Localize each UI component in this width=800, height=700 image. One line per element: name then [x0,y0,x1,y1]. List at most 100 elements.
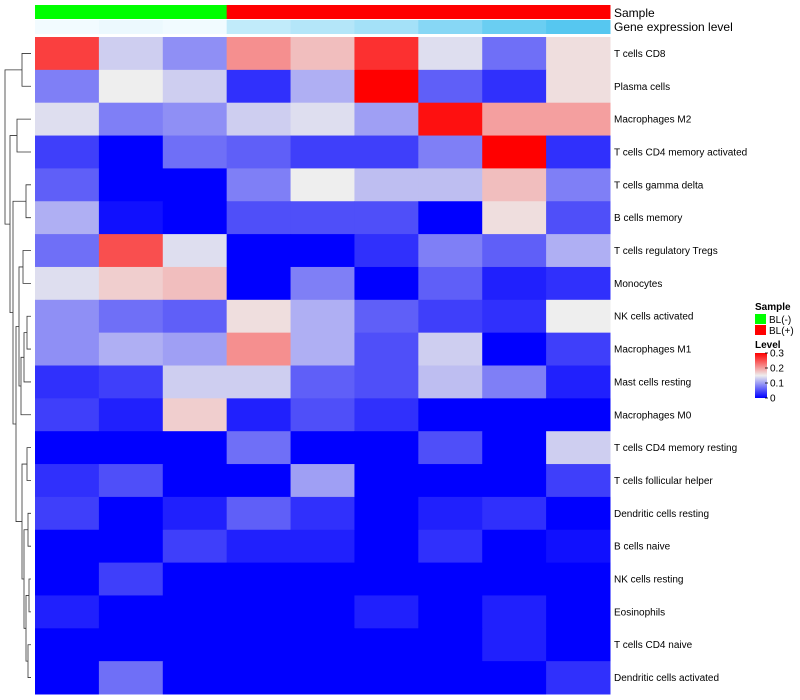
heatmap-cell [290,365,355,399]
row-label: T cells CD4 naive [614,640,693,651]
heatmap-cell [35,496,100,531]
heatmap-cell [162,628,228,662]
row-label: T cells CD4 memory activated [614,147,747,158]
gene-expression-level-cell [98,20,164,34]
heatmap-cell [98,628,164,662]
heatmap-cell [35,365,100,399]
sample-legend-swatch [755,325,766,335]
dendrogram-branch [22,250,31,284]
row-label: T cells gamma delta [614,180,704,191]
heatmap-cell [482,398,547,432]
heatmap-cell [546,464,611,498]
heatmap-cell [482,365,547,399]
dendrogram-branch [20,356,31,416]
heatmap-cell [418,266,483,301]
heatmap-cell [162,266,228,301]
sample-legend-label: BL(-) [769,315,791,326]
row-label: NK cells activated [614,312,693,323]
gene-expression-level-cell [35,20,100,34]
heatmap-cell [546,332,611,366]
sample-cell [418,5,483,19]
heatmap-cell [162,135,228,169]
heatmap-cell [290,562,355,596]
heatmap-cell [226,431,292,465]
heatmap-cell [98,365,164,399]
heatmap-cells [35,37,611,695]
sample-annotation-bar [35,5,611,19]
heatmap-cell [546,266,611,301]
heatmap-cell [354,496,419,531]
heatmap-cell [290,496,355,531]
heatmap-cell [162,37,228,71]
row-label: Mast cells resting [614,377,691,388]
level-legend: Level 0 0.1 0.2 0.3 [755,340,784,405]
heatmap-cell [35,299,100,334]
heatmap-cell [290,135,355,169]
sample-legend-title: Sample [755,302,791,313]
sample-annotation-label: Sample [614,6,655,20]
heatmap-cell [162,234,228,268]
sample-cell [98,5,164,19]
level-legend-tick-label: 0.1 [770,379,784,390]
heatmap-cell [482,562,547,596]
heatmap-cell [98,201,164,235]
dendrogram-branch [25,595,29,662]
sample-cell [35,5,100,19]
gene-expression-level-cell [354,20,419,34]
dendrogram-branch [27,512,31,547]
row-label: B cells memory [614,213,682,224]
heatmap-cell [35,464,100,498]
heatmap-cell [418,562,483,596]
heatmap-cell [35,69,100,104]
sample-cell [354,5,419,19]
heatmap-cell [226,661,292,695]
heatmap-cell [98,661,164,695]
dendrogram-branch [16,118,31,153]
heatmap-cell [418,201,483,235]
heatmap-cell [354,168,419,202]
heatmap-cell [418,135,483,169]
heatmap-cell [35,37,100,71]
dendrogram-branch [23,332,31,383]
heatmap-cell [354,595,419,629]
heatmap-cell [482,628,547,662]
dendrogram-branch [21,463,27,580]
heatmap-cell [546,299,611,334]
dendrogram-branch [27,644,31,678]
heatmap-cell [546,135,611,169]
heatmap-cell [546,398,611,432]
row-label: Macrophages M2 [614,115,692,126]
heatmap-cell [354,332,419,366]
heatmap-cell [290,332,355,366]
heatmap-cell [546,201,611,235]
gene-expression-level-cell [418,20,483,34]
dendrogram-branch [4,69,22,225]
heatmap-cell [482,299,547,334]
heatmap-cell [98,332,164,366]
heatmap-cell [35,595,100,629]
dendrogram-branch [28,578,31,613]
heatmap-cell [482,595,547,629]
heatmap-cell [98,234,164,268]
row-dendrogram [4,53,31,678]
heatmap-cell [482,529,547,564]
row-label: Dendritic cells resting [614,509,709,520]
row-label: NK cells resting [614,575,683,586]
heatmap-cell [290,529,355,564]
heatmap-cell [546,529,611,564]
heatmap-cell [354,398,419,432]
sample-legend-label: BL(+) [769,326,794,337]
sample-cell [482,5,547,19]
heatmap-cell [162,562,228,596]
heatmap-cell [162,464,228,498]
heatmap-cell [162,365,228,399]
heatmap-cell [226,201,292,235]
heatmap-cell [162,595,228,629]
heatmap-cell [226,496,292,531]
heatmap-cell [162,332,228,366]
heatmap-cell [418,595,483,629]
level-legend-title: Level [755,340,781,351]
row-label: Macrophages M1 [614,345,692,356]
gene-expression-level-cell [162,20,228,34]
heatmap-cell [418,628,483,662]
